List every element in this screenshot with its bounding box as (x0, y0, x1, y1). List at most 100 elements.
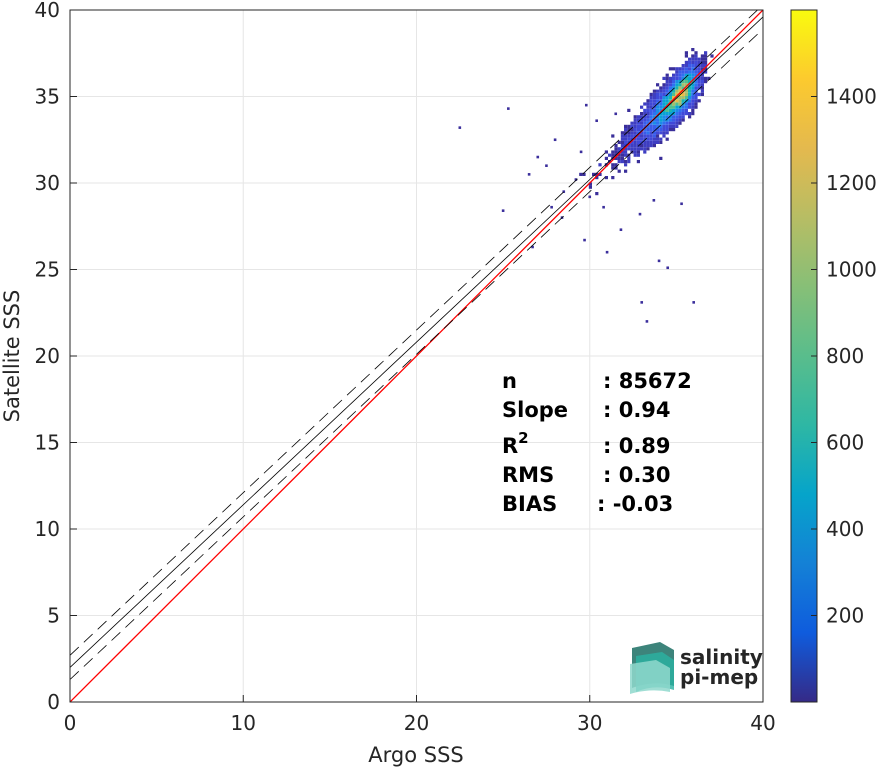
density-cell (684, 64, 688, 68)
outlier-point (545, 164, 548, 167)
density-cell (691, 73, 695, 77)
density-cell (710, 54, 714, 58)
density-cell (636, 121, 640, 125)
density-cell (649, 137, 653, 141)
density-cell (681, 105, 685, 109)
density-cell (656, 124, 660, 128)
density-cell (656, 121, 660, 125)
density-cell (659, 128, 663, 132)
density-cell (620, 160, 624, 164)
density-cell (668, 115, 672, 119)
density-cell (684, 54, 688, 58)
density-cell (617, 156, 621, 160)
density-cell (633, 134, 637, 138)
density-cell (646, 121, 650, 125)
density-cell (665, 96, 669, 100)
outlier-point (680, 202, 683, 206)
density-cell (672, 108, 676, 112)
density-cell (672, 124, 676, 128)
density-cell (681, 70, 685, 74)
colorbar-tick-label: 1000 (826, 258, 877, 282)
density-cell (704, 67, 708, 71)
density-cell (656, 131, 660, 135)
density-cell (633, 131, 637, 135)
density-cell (678, 83, 682, 87)
density-cell (681, 115, 685, 119)
stat-value: : 0.30 (603, 463, 671, 487)
outlier-point (574, 178, 578, 181)
density-cell (700, 70, 704, 74)
density-cell (627, 134, 631, 138)
density-cell (675, 83, 679, 87)
density-cell (681, 86, 685, 90)
density-cell (688, 99, 692, 103)
density-cell (672, 76, 676, 80)
outlier-point (527, 173, 531, 176)
density-cell (668, 83, 672, 87)
density-cell (665, 108, 669, 112)
density-cell (659, 137, 663, 141)
density-cell (665, 118, 669, 122)
density-cell (614, 166, 618, 170)
density-cell (704, 57, 708, 61)
density-cell (700, 54, 704, 58)
density-cell (678, 121, 682, 125)
density-cell (659, 92, 663, 96)
density-cell (627, 124, 631, 128)
density-cell (633, 140, 637, 144)
density-cell (681, 64, 685, 68)
density-cell (681, 67, 685, 71)
density-cell (652, 99, 656, 103)
density-cell (640, 131, 644, 135)
density-cell (675, 124, 679, 128)
density-cell (691, 102, 695, 106)
density-cell (684, 60, 688, 64)
density-cell (697, 70, 701, 74)
density-cell (697, 64, 701, 68)
outlier-point (666, 266, 670, 270)
density-cell (659, 115, 663, 119)
outlier-point (531, 245, 534, 249)
density-cell (684, 108, 688, 112)
density-cell (646, 118, 650, 122)
density-cell (662, 131, 666, 135)
density-cell (694, 92, 698, 96)
density-cell (643, 140, 647, 144)
density-cell (675, 92, 679, 96)
density-cell (691, 89, 695, 93)
density-cell (630, 140, 634, 144)
density-cell (672, 102, 676, 106)
density-cell (684, 105, 688, 109)
density-cell (662, 86, 666, 90)
stat-label-text: RMS (502, 463, 554, 487)
density-cell (688, 80, 692, 84)
density-cell (668, 80, 672, 84)
density-cell (672, 105, 676, 109)
density-cell (656, 118, 660, 122)
density-cell (630, 147, 634, 151)
density-cell (643, 131, 647, 135)
regression-lines (70, 10, 763, 702)
density-cell (675, 73, 679, 77)
density-cell (652, 128, 656, 132)
density-cell (665, 86, 669, 90)
density-cell (688, 89, 692, 93)
density-cell (656, 128, 660, 132)
density-cell (649, 118, 653, 122)
density-cell (640, 112, 644, 116)
outlier-point (550, 205, 553, 209)
density-cell (611, 153, 615, 157)
density-cell (636, 118, 640, 122)
density-cell (636, 115, 640, 119)
density-cell (704, 76, 708, 80)
density-cell (662, 105, 666, 109)
outlier-point (507, 107, 510, 110)
y-tick-label: 10 (35, 517, 60, 541)
y-tick-label: 35 (35, 85, 60, 109)
density-cell (620, 144, 624, 148)
density-cell (700, 76, 704, 80)
density-cell (672, 80, 676, 84)
density-cell (659, 131, 663, 135)
density-cell (700, 80, 704, 84)
